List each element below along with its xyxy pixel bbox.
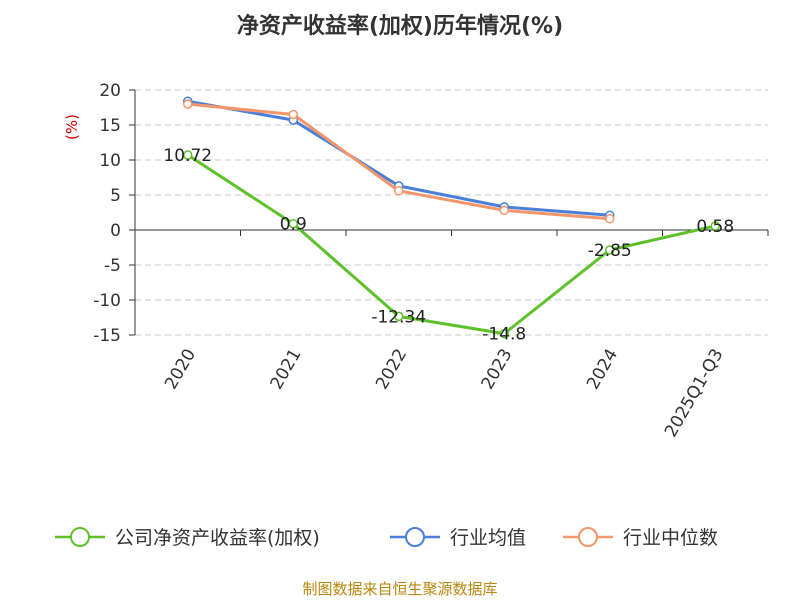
- axes: 20 15 10 5 0 -5 -10 -15 2020 2021 2022 2023 2024 2025…: [93, 81, 769, 441]
- x-tick-label: 2024: [583, 346, 622, 393]
- data-point: [499, 205, 509, 216]
- chart-title: 净资产收益率(加权)历年情况(%): [237, 13, 563, 39]
- grid: [135, 89, 768, 336]
- series-line-1: [187, 99, 610, 217]
- series-line-0: [186, 153, 716, 336]
- y-tick-label: 5: [110, 186, 121, 206]
- legend-swatch-marker: [578, 527, 598, 547]
- x-tick-label: 2023: [478, 346, 517, 393]
- y-tick-label: 15: [99, 116, 121, 136]
- legend-swatch-marker: [70, 527, 90, 547]
- legend-label: 行业中位数: [623, 527, 718, 549]
- data-label: 0.58: [696, 217, 734, 237]
- source-note: 制图数据来自恒生聚源数据库: [302, 580, 497, 598]
- legend-swatch-marker: [405, 527, 425, 547]
- data-label: 0.9: [280, 215, 307, 235]
- legend: 公司净资产收益率(加权) 行业均值 行业中位数: [55, 527, 718, 549]
- data-point: [394, 311, 404, 322]
- data-point: [605, 214, 615, 224]
- y-tick-label: 0: [110, 221, 121, 241]
- data-labels: 10.72 0.9 -12.34 -14.8 -2.85 0.58: [163, 146, 734, 345]
- y-tick-label: 20: [99, 81, 121, 101]
- data-label: -2.85: [588, 241, 632, 261]
- series-layer: [183, 96, 720, 339]
- data-label: -14.8: [482, 325, 526, 345]
- legend-label: 公司净资产收益率(加权): [115, 527, 320, 549]
- data-point: [288, 109, 298, 120]
- y-axis-label: (%): [63, 114, 81, 140]
- data-point: [183, 99, 193, 109]
- x-tick-label: 2022: [372, 346, 411, 393]
- data-point: [499, 328, 509, 339]
- data-point: [288, 218, 298, 229]
- data-label: 10.72: [163, 146, 212, 166]
- data-point: [394, 186, 404, 196]
- y-tick-label: 10: [99, 151, 121, 171]
- series-line-2: [187, 102, 610, 221]
- y-tick-label: -5: [104, 256, 121, 276]
- data-point: [605, 245, 615, 255]
- x-tick-label: 2025Q1-Q3: [661, 346, 728, 441]
- data-label: -12.34: [371, 307, 426, 327]
- y-tick-label: -15: [93, 326, 121, 346]
- x-tick-label: 2020: [161, 346, 200, 393]
- data-point: [183, 150, 193, 160]
- legend-label: 行业均值: [450, 527, 526, 549]
- data-point: [710, 221, 720, 231]
- x-tick-label: 2021: [267, 346, 306, 393]
- y-tick-label: -10: [93, 291, 121, 311]
